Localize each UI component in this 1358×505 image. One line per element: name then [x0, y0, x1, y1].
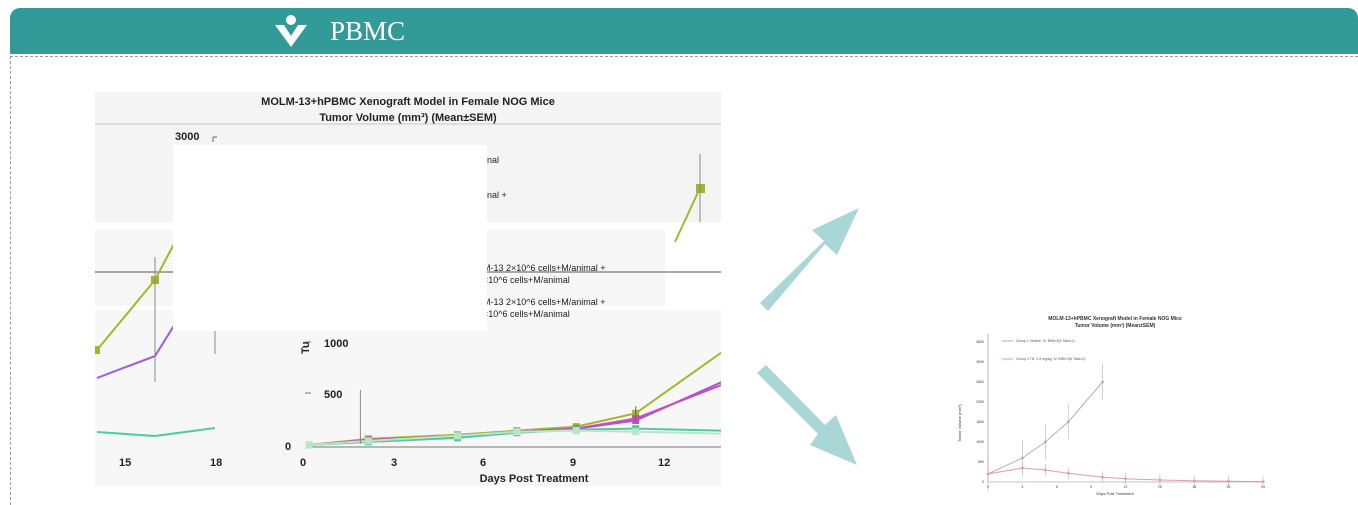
small-data-point: [1192, 479, 1196, 483]
small-y-tick: 3000: [976, 360, 984, 364]
data-point: [305, 441, 313, 449]
redacted-legend-area: [173, 145, 487, 331]
tumor-volume-chart-small: MOLM-13+hPBMC Xenograft Model in Female …: [950, 312, 1270, 497]
dashed-border-left: [10, 56, 11, 505]
small-chart-ylabel: Tumor Volume (mm³): [957, 404, 962, 442]
dashed-divider: [10, 56, 1358, 57]
data-point: [572, 427, 580, 435]
small-data-point: [1101, 380, 1104, 384]
flow-arrows: [757, 208, 859, 465]
fragment-olive-line-upper: [674, 187, 701, 243]
small-legend-2: Group 4 TH, 2.5 mg/kg, IV, BIW×2(6 Tabs×…: [1016, 357, 1086, 361]
v-check-logo-icon: [275, 15, 307, 47]
small-y-tick: 500: [978, 460, 984, 464]
legend-fragment: nal +: [487, 190, 507, 200]
fragment-green-line: [96, 427, 216, 438]
small-data-point: [1101, 475, 1104, 479]
small-chart-xlabel: Days Post Treatment: [1096, 491, 1134, 496]
small-x-tick: 3: [1021, 485, 1023, 489]
section-header: PBMC: [10, 8, 1358, 54]
small-plot-area: [986, 364, 1265, 492]
x-axis-label: Days Post Treatment: [480, 473, 589, 485]
data-point: [454, 432, 461, 440]
small-data-point: [1020, 466, 1024, 470]
small-series-line: [987, 467, 1264, 483]
x-tick-9: 9: [570, 457, 576, 469]
arrow-up-right-icon: [760, 208, 859, 311]
small-legend-1: Group 1 Vehicle, IV, BIW×2(6 Tabs×1): [1016, 339, 1075, 343]
legend-fragment: ×10^6 cells+M/animal: [483, 309, 570, 319]
legend-fragment: M-13 2×10^6 cells+M/animal +: [483, 297, 606, 307]
arrow-down-right-icon: [757, 365, 857, 465]
small-data-point: [1020, 456, 1024, 460]
small-data-point: [1043, 468, 1047, 472]
y-tick-3000: 3000: [175, 131, 199, 143]
small-x-tick: 18: [1192, 485, 1196, 489]
legend-fragment: nal: [487, 155, 499, 165]
y-axis-label: Tu: [300, 341, 312, 354]
fragment-marker: [95, 346, 100, 354]
tumor-volume-chart-large: MOLM-13+hPBMC Xenograft Model in Female …: [95, 92, 721, 486]
plot-area: [305, 351, 721, 449]
small-x-tick: 9: [1090, 485, 1092, 489]
x-tick-0: 0: [300, 457, 306, 469]
small-data-point: [1261, 480, 1265, 483]
small-chart-subtitle: Tumor Volume (mm³) (Mean±SEM): [1075, 323, 1156, 329]
small-y-tick: 3500: [976, 340, 984, 344]
small-data-point: [1158, 478, 1162, 482]
x-tick-6: 6: [480, 457, 486, 469]
small-y-tick: 2500: [976, 380, 984, 384]
left-tick-18: 18: [210, 457, 222, 469]
small-y-tick: 2000: [976, 400, 984, 404]
legend-fragment: ×10^6 cells+M/animal: [483, 275, 570, 285]
chart-title: MOLM-13+hPBMC Xenograft Model in Female …: [261, 96, 555, 108]
data-point: [513, 428, 521, 436]
small-data-point: [1043, 440, 1047, 444]
data-point: [364, 437, 372, 445]
small-data-point: [1066, 471, 1070, 475]
small-data-point: [1227, 479, 1231, 483]
y-tick-500: 500: [324, 389, 342, 401]
small-y-tick: 1000: [976, 440, 984, 444]
y-tick-0: 0: [285, 441, 291, 453]
small-x-tick: 15: [1158, 485, 1162, 489]
small-data-point: [1124, 477, 1127, 481]
x-tick-3: 3: [391, 457, 397, 469]
small-x-tick: 6: [1056, 485, 1058, 489]
data-point: [632, 428, 640, 436]
small-data-point: [986, 472, 990, 476]
small-x-tick: 12: [1124, 485, 1128, 489]
left-tick-15: 15: [119, 457, 131, 469]
small-y-tick: 1500: [976, 420, 984, 424]
small-data-point: [1066, 420, 1070, 424]
small-y-tick: 0: [982, 480, 984, 484]
legend-fragment: M-13 2×10^6 cells+M/animal +: [483, 263, 606, 273]
section-title: PBMC: [330, 16, 406, 46]
y-tick-1000: 1000: [324, 338, 348, 350]
chart-subtitle: Tumor Volume (mm³) (Mean±SEM): [319, 112, 497, 124]
x-tick-12: 12: [658, 457, 670, 469]
small-chart-title: MOLM-13+hPBMC Xenograft Model in Female …: [1048, 316, 1182, 322]
